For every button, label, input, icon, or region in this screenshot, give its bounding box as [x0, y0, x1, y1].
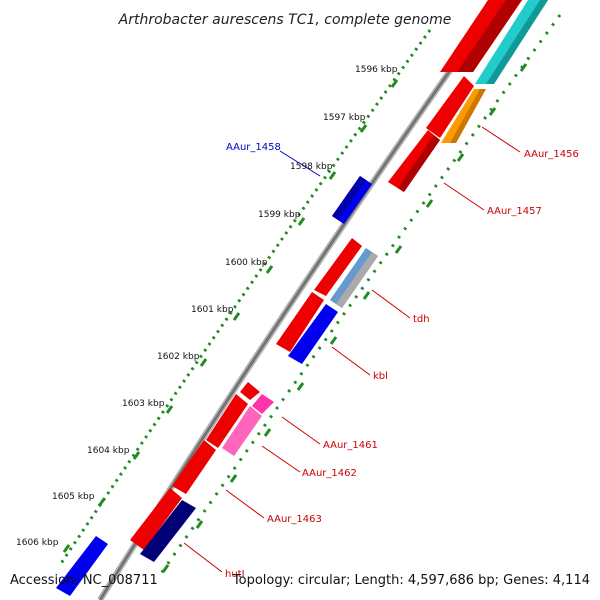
outer-major-ticks [62, 79, 399, 553]
gene-arrow-red-kbl[interactable] [276, 292, 324, 352]
tick-label-1596: 1596 kbp [355, 65, 398, 75]
gene-label-aaur-1461[interactable]: AAur_1461 [323, 440, 378, 451]
gene-arrow-small-red[interactable] [240, 382, 260, 400]
outer-tick-ring [58, 29, 432, 566]
tick-label-1606: 1606 kbp [16, 538, 59, 548]
gene-arrow-tdh-shade [336, 252, 378, 308]
tick-label-1599: 1599 kbp [258, 210, 301, 220]
gene-label-aaur-1463[interactable]: AAur_1463 [267, 514, 322, 525]
gene-label-aaur-1457[interactable]: AAur_1457 [487, 206, 542, 217]
gene-arrow-aaur-1455-shade [457, 0, 522, 72]
gene-arrow-kbl[interactable] [288, 304, 338, 364]
tick-label-1601: 1601 kbp [191, 305, 234, 315]
inner-major-ticks [161, 63, 528, 573]
gene-label-aaur-1462[interactable]: AAur_1462 [302, 468, 357, 479]
gene-arrow-red-1456[interactable] [426, 76, 474, 138]
tick-label-1598: 1598 kbp [290, 162, 333, 172]
tick-labels: 1596 kbp 1597 kbp 1598 kbp 1599 kbp 1600 kbp… [16, 65, 398, 548]
gene-label-kbl[interactable]: kbl [373, 371, 388, 382]
gene-arrow-aaur-1463b[interactable] [130, 488, 182, 550]
gene-arrow-red-pre-tdh[interactable] [314, 238, 362, 296]
gene-arrow-bottom-blue[interactable] [56, 536, 108, 596]
gene-arrow-aaur-1457-shade [398, 135, 440, 192]
gene-arrow-aaur-1461[interactable] [252, 394, 274, 414]
gene-arrow-red-1461[interactable] [206, 394, 248, 448]
tick-label-1604: 1604 kbp [87, 446, 130, 456]
gene-arrow-aaur-1463[interactable] [172, 440, 216, 494]
map-title: Arthrobacter aurescens TC1, complete gen… [118, 12, 452, 28]
inner-tick-ring [158, 14, 562, 576]
gene-label-huti[interactable]: hutI [225, 569, 245, 580]
tick-label-1603: 1603 kbp [122, 399, 165, 409]
tick-label-1600: 1600 kbp [225, 258, 268, 268]
gene-label-leaders [183, 126, 521, 573]
tick-label-1605: 1605 kbp [52, 492, 95, 502]
gene-arrow-cyan-shade [486, 0, 548, 84]
gene-label-tdh[interactable]: tdh [413, 314, 430, 325]
accession-text: Accession: NC_008711 [10, 573, 158, 588]
gene-arrow-aaur-1458-shade [332, 176, 366, 220]
gene-arrow-aaur-1462[interactable] [222, 406, 262, 456]
gene-label-aaur-1458[interactable]: AAur_1458 [226, 142, 281, 153]
gene-label-aaur-1456[interactable]: AAur_1456 [524, 149, 579, 160]
gene-arrow-aaur-1456-shade [450, 89, 486, 143]
topology-summary-text: Topology: circular; Length: 4,597,686 bp… [232, 573, 590, 588]
gene-arrow-huti[interactable] [140, 500, 196, 562]
tick-label-1597: 1597 kbp [323, 113, 366, 123]
tick-label-1602: 1602 kbp [157, 352, 200, 362]
